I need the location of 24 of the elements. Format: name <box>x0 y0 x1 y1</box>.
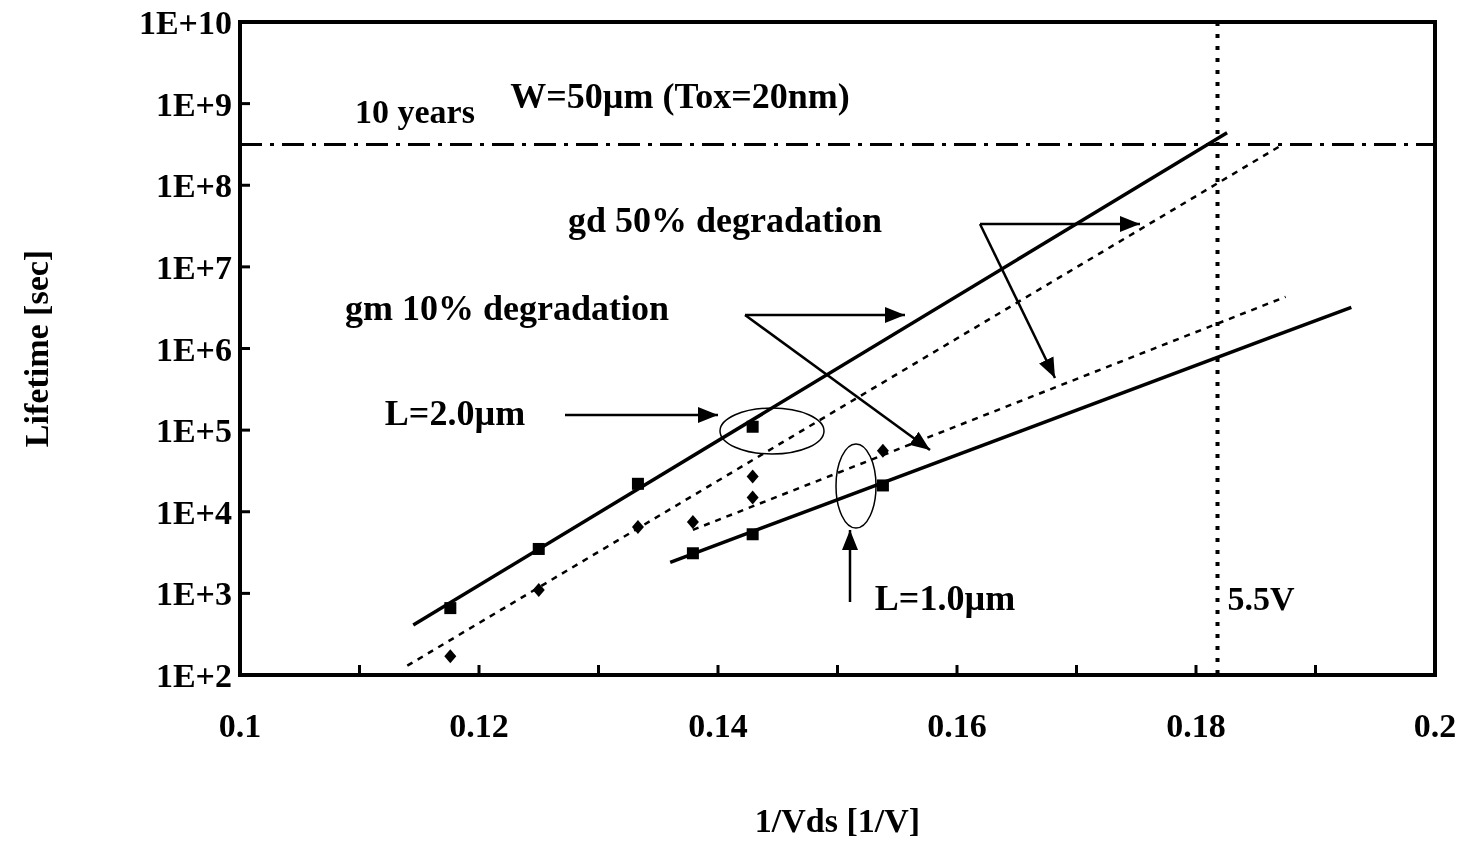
y-tick-label: 1E+4 <box>155 493 232 531</box>
annotation: L=1.0µm <box>874 578 1016 618</box>
y-tick-label: 1E+3 <box>155 575 232 613</box>
x-tick-label: 0.16 <box>927 707 987 744</box>
annotation: gm 10% degradation <box>345 288 669 328</box>
x-tick-label: 0.2 <box>1413 707 1457 744</box>
y-tick-label: 1E+8 <box>155 167 232 205</box>
y-tick-label: 1E+10 <box>138 4 232 41</box>
annotation: L=2.0µm <box>384 393 526 433</box>
x-tick-label: 0.12 <box>449 707 509 744</box>
annotation: W=50µm (Tox=20nm) <box>510 76 850 116</box>
x-tick-label: 0.18 <box>1166 707 1226 744</box>
y-tick-label: 1E+5 <box>155 412 232 450</box>
ref-line-label: 10 years <box>355 92 475 130</box>
x-tick-label: 0.1 <box>218 707 262 744</box>
y-tick-label: 1E+7 <box>155 248 232 286</box>
y-tick-label: 1E+9 <box>155 85 232 123</box>
x-axis-title: 1/Vds [1/V] <box>754 802 921 839</box>
annotation: gd 50% degradation <box>567 200 883 240</box>
y-tick-label: 1E+2 <box>155 657 232 694</box>
y-axis-title: Lifetime [sec] <box>18 249 55 448</box>
x-tick-label: 0.14 <box>688 707 748 744</box>
ref-line-label: 5.5V <box>1227 580 1296 617</box>
y-tick-label: 1E+6 <box>155 330 232 368</box>
